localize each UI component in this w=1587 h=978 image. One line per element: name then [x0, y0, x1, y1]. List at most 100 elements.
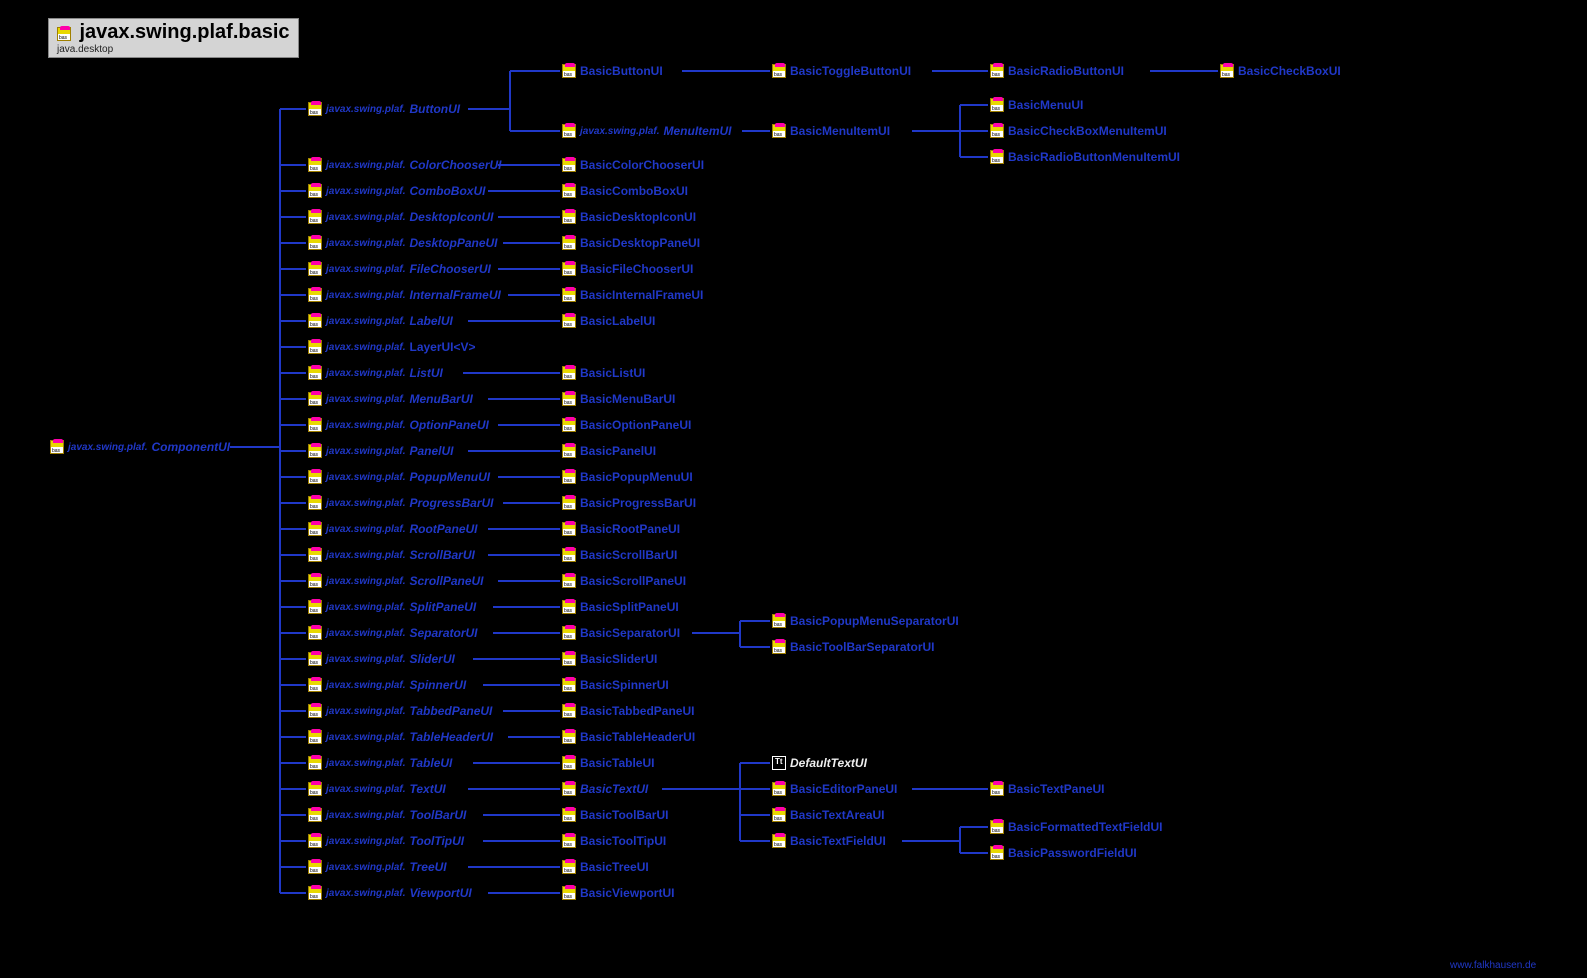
node-comboboxui[interactable]: javax.swing.plaf.ComboBoxUI: [308, 184, 485, 198]
node-toolbarui[interactable]: javax.swing.plaf.ToolBarUI: [308, 808, 466, 822]
node-internalframeui[interactable]: javax.swing.plaf.InternalFrameUI: [308, 288, 501, 302]
node-label: BasicProgressBarUI: [580, 496, 696, 510]
node-label: BasicCheckBoxUI: [1238, 64, 1341, 78]
node-defaulttextui[interactable]: DefaultTextUI: [772, 756, 867, 770]
class-icon: [562, 574, 576, 588]
node-prefix: javax.swing.plaf.: [326, 602, 405, 613]
node-basiccheckboxui[interactable]: BasicCheckBoxUI: [1220, 64, 1341, 78]
node-label: ComponentUI: [151, 440, 230, 454]
node-label: BasicRadioButtonMenuItemUI: [1008, 150, 1180, 164]
node-basicradiobuttonmenuitemui[interactable]: BasicRadioButtonMenuItemUI: [990, 150, 1180, 164]
node-basicscrollpaneui[interactable]: BasicScrollPaneUI: [562, 574, 686, 588]
node-menubarui[interactable]: javax.swing.plaf.MenuBarUI: [308, 392, 473, 406]
node-basicbuttonui[interactable]: BasicButtonUI: [562, 64, 663, 78]
node-basictoolbarseparatorui[interactable]: BasicToolBarSeparatorUI: [772, 640, 935, 654]
node-basicviewportui[interactable]: BasicViewportUI: [562, 886, 674, 900]
node-basicfilechooserui[interactable]: BasicFileChooserUI: [562, 262, 693, 276]
node-textui[interactable]: javax.swing.plaf.TextUI: [308, 782, 446, 796]
node-tabbedpaneui[interactable]: javax.swing.plaf.TabbedPaneUI: [308, 704, 492, 718]
node-basicsplitpaneui[interactable]: BasicSplitPaneUI: [562, 600, 679, 614]
node-basictextareaui[interactable]: BasicTextAreaUI: [772, 808, 885, 822]
node-popupmenuui[interactable]: javax.swing.plaf.PopupMenuUI: [308, 470, 490, 484]
node-desktoppaneui[interactable]: javax.swing.plaf.DesktopPaneUI: [308, 236, 498, 250]
class-icon: [562, 860, 576, 874]
node-label: ViewportUI: [409, 886, 471, 900]
class-icon: [308, 522, 322, 536]
node-basictooltipui[interactable]: BasicToolTipUI: [562, 834, 666, 848]
node-basictableui[interactable]: BasicTableUI: [562, 756, 654, 770]
node-basicpopupmenuseparatorui[interactable]: BasicPopupMenuSeparatorUI: [772, 614, 959, 628]
node-basicpasswordfieldui[interactable]: BasicPasswordFieldUI: [990, 846, 1137, 860]
node-basiccheckboxmenuitemui[interactable]: BasicCheckBoxMenuItemUI: [990, 124, 1167, 138]
node-basicdesktoppaneui[interactable]: BasicDesktopPaneUI: [562, 236, 700, 250]
node-basictextpaneui[interactable]: BasicTextPaneUI: [990, 782, 1105, 796]
class-icon: [308, 652, 322, 666]
class-icon: [308, 626, 322, 640]
class-icon: [562, 886, 576, 900]
class-icon: [308, 314, 322, 328]
node-basicsliderui[interactable]: BasicSliderUI: [562, 652, 657, 666]
node-rootpaneui[interactable]: javax.swing.plaf.RootPaneUI: [308, 522, 478, 536]
node-spinnerui[interactable]: javax.swing.plaf.SpinnerUI: [308, 678, 466, 692]
node-prefix: javax.swing.plaf.: [326, 784, 405, 795]
node-basicpanelui[interactable]: BasicPanelUI: [562, 444, 656, 458]
node-prefix: javax.swing.plaf.: [326, 316, 405, 327]
title-box: javax.swing.plaf.basic java.desktop: [48, 18, 299, 58]
node-basiccolorchooserui[interactable]: BasicColorChooserUI: [562, 158, 704, 172]
node-separatorui[interactable]: javax.swing.plaf.SeparatorUI: [308, 626, 478, 640]
node-scrollpaneui[interactable]: javax.swing.plaf.ScrollPaneUI: [308, 574, 484, 588]
node-basictableheaderui[interactable]: BasicTableHeaderUI: [562, 730, 695, 744]
node-basicmenubarui[interactable]: BasicMenuBarUI: [562, 392, 675, 406]
node-basicoptionpaneui[interactable]: BasicOptionPaneUI: [562, 418, 691, 432]
node-panelui[interactable]: javax.swing.plaf.PanelUI: [308, 444, 454, 458]
node-treeui[interactable]: javax.swing.plaf.TreeUI: [308, 860, 447, 874]
class-icon: [308, 756, 322, 770]
node-filechooserui[interactable]: javax.swing.plaf.FileChooserUI: [308, 262, 491, 276]
node-menuitemui[interactable]: javax.swing.plaf.MenuItemUI: [562, 124, 732, 138]
node-tableheaderui[interactable]: javax.swing.plaf.TableHeaderUI: [308, 730, 493, 744]
node-sliderui[interactable]: javax.swing.plaf.SliderUI: [308, 652, 455, 666]
node-listui[interactable]: javax.swing.plaf.ListUI: [308, 366, 443, 380]
node-basiclistui[interactable]: BasicListUI: [562, 366, 645, 380]
node-basicinternalframeui[interactable]: BasicInternalFrameUI: [562, 288, 703, 302]
node-basicradiobuttonui[interactable]: BasicRadioButtonUI: [990, 64, 1124, 78]
node-basiclabelui[interactable]: BasicLabelUI: [562, 314, 655, 328]
node-labelui[interactable]: javax.swing.plaf.LabelUI: [308, 314, 453, 328]
node-basicrootpaneui[interactable]: BasicRootPaneUI: [562, 522, 680, 536]
node-label: ToolTipUI: [409, 834, 464, 848]
node-basicdesktopiconui[interactable]: BasicDesktopIconUI: [562, 210, 696, 224]
node-label: BasicTableUI: [580, 756, 654, 770]
node-basictreeui[interactable]: BasicTreeUI: [562, 860, 649, 874]
node-label: LayerUI<V>: [409, 340, 475, 354]
node-buttonui[interactable]: javax.swing.plaf.ButtonUI: [308, 102, 460, 116]
class-icon: [308, 600, 322, 614]
node-layerui[interactable]: javax.swing.plaf.LayerUI<V>: [308, 340, 476, 354]
node-tooltipui[interactable]: javax.swing.plaf.ToolTipUI: [308, 834, 464, 848]
node-progressbarui[interactable]: javax.swing.plaf.ProgressBarUI: [308, 496, 494, 510]
node-basicprogressbarui[interactable]: BasicProgressBarUI: [562, 496, 696, 510]
title-main: javax.swing.plaf.basic: [79, 21, 289, 43]
node-basictoolbarui[interactable]: BasicToolBarUI: [562, 808, 668, 822]
node-basicseparatorui[interactable]: BasicSeparatorUI: [562, 626, 680, 640]
node-basictabbedpaneui[interactable]: BasicTabbedPaneUI: [562, 704, 694, 718]
node-basicmenuitemui[interactable]: BasicMenuItemUI: [772, 124, 890, 138]
node-basicspinnerui[interactable]: BasicSpinnerUI: [562, 678, 669, 692]
node-basiccomboboxui[interactable]: BasicComboBoxUI: [562, 184, 688, 198]
node-basictextui[interactable]: BasicTextUI: [562, 782, 648, 796]
node-basictextfieldui[interactable]: BasicTextFieldUI: [772, 834, 886, 848]
node-viewportui[interactable]: javax.swing.plaf.ViewportUI: [308, 886, 472, 900]
node-basictogglebuttonui[interactable]: BasicToggleButtonUI: [772, 64, 911, 78]
node-prefix: javax.swing.plaf.: [326, 810, 405, 821]
node-colorchooserui[interactable]: javax.swing.plaf.ColorChooserUI: [308, 158, 502, 172]
node-optionpaneui[interactable]: javax.swing.plaf.OptionPaneUI: [308, 418, 489, 432]
node-basicpopupmenuui[interactable]: BasicPopupMenuUI: [562, 470, 693, 484]
node-componentui[interactable]: javax.swing.plaf.ComponentUI: [50, 440, 230, 454]
node-basiceditorpaneui[interactable]: BasicEditorPaneUI: [772, 782, 897, 796]
node-tableui[interactable]: javax.swing.plaf.TableUI: [308, 756, 452, 770]
node-basicscrollbarui[interactable]: BasicScrollBarUI: [562, 548, 677, 562]
node-scrollbarui[interactable]: javax.swing.plaf.ScrollBarUI: [308, 548, 475, 562]
node-splitpaneui[interactable]: javax.swing.plaf.SplitPaneUI: [308, 600, 476, 614]
node-basicformattedtextfieldui[interactable]: BasicFormattedTextFieldUI: [990, 820, 1162, 834]
node-basicmenuui[interactable]: BasicMenuUI: [990, 98, 1083, 112]
node-desktopiconui[interactable]: javax.swing.plaf.DesktopIconUI: [308, 210, 494, 224]
